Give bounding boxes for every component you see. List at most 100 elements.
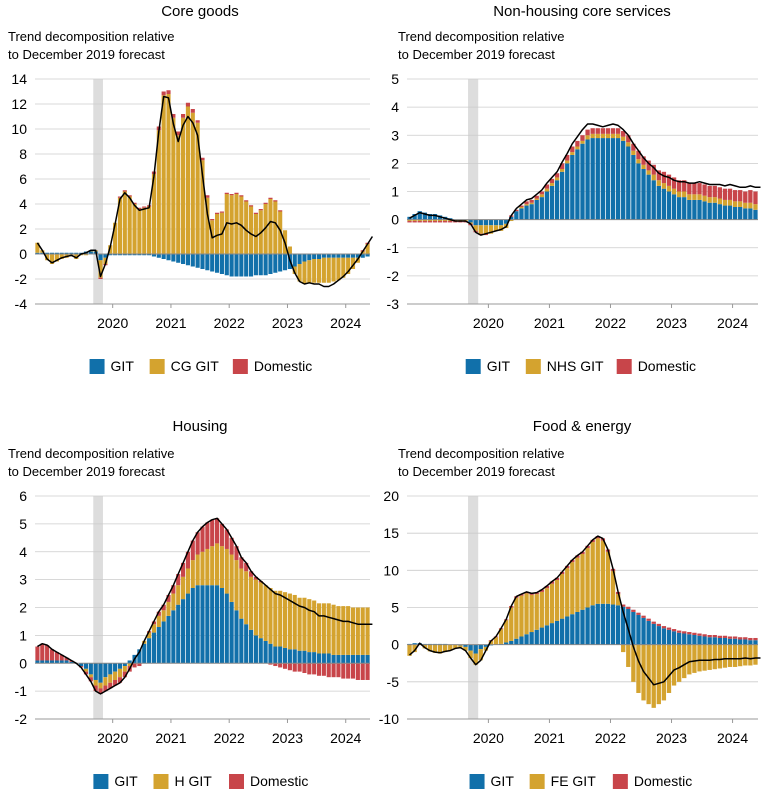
bar-segment-git <box>181 599 186 664</box>
bar-segment-git <box>748 208 753 220</box>
bar-segment-git <box>171 610 176 664</box>
bar-segment-nhs-git <box>432 219 438 222</box>
bar-segment-git <box>268 254 273 274</box>
bar-segment-nhs-git <box>707 197 712 203</box>
bar-segment-git <box>273 646 278 664</box>
bar-segment-cg-git <box>49 254 55 264</box>
axis-label-line: Trend decomposition relative <box>398 29 564 44</box>
bar-segment-domestic <box>666 174 672 186</box>
bar-segment-domestic <box>156 611 161 616</box>
bar-segment-git <box>321 254 326 258</box>
bar-segment-git <box>224 593 229 664</box>
bar-segment-fe-git <box>534 594 539 630</box>
bar-segment-git <box>210 254 215 272</box>
bar-segment-git <box>151 254 157 257</box>
bar-segment-git <box>176 254 181 263</box>
bar-segment-git <box>166 254 171 261</box>
bar-segment-git <box>610 138 616 220</box>
legend-label: Domestic <box>250 773 308 789</box>
bar-segment-domestic <box>117 677 123 683</box>
bar-segment-domestic <box>448 221 453 223</box>
bar-segment-git <box>687 634 692 645</box>
bar-segment-cg-git <box>331 257 336 282</box>
bar-segment-domestic <box>427 221 433 223</box>
bar-segment-domestic <box>195 532 200 555</box>
bar-segment-git <box>636 163 641 220</box>
legend-label: GIT <box>111 358 135 374</box>
bar-segment-domestic <box>127 195 132 197</box>
y-tick-label: -2 <box>387 268 400 284</box>
x-tick-label: 2020 <box>97 315 128 331</box>
bar-segment-domestic <box>45 645 50 661</box>
bar-segment-git <box>621 140 626 220</box>
bar-segment-fe-git <box>554 579 560 621</box>
bar-segment-cg-git <box>117 197 123 254</box>
bar-segment-git <box>595 138 600 220</box>
bar-segment-h-git <box>176 585 181 605</box>
bar-segment-git <box>412 643 417 645</box>
y-tick-label: -10 <box>379 711 399 727</box>
y-tick-label: -2 <box>15 711 28 727</box>
bar-segment-git <box>590 138 595 220</box>
bar-segment-domestic <box>437 221 443 223</box>
bar-segment-fe-git <box>666 644 672 693</box>
bar-segment-cg-git <box>83 254 89 256</box>
bar-segment-git <box>35 660 40 664</box>
bar-segment-git <box>292 254 297 267</box>
bar-segment-domestic <box>176 574 181 586</box>
bar-segment-git <box>147 638 152 664</box>
bar-segment-cg-git <box>132 204 137 254</box>
bar-segment-h-git <box>302 597 307 651</box>
bar-segment-domestic <box>312 663 317 675</box>
y-tick-label: 4 <box>391 99 399 115</box>
bar-segment-domestic <box>253 576 258 580</box>
bar-segment-git <box>321 653 326 664</box>
bar-segment-fe-git <box>732 644 738 667</box>
bar-segment-git <box>519 636 524 645</box>
bar-segment-git <box>282 647 288 664</box>
bar-segment-git <box>717 204 723 220</box>
bar-segment-domestic <box>595 128 600 134</box>
x-tick-label: 2022 <box>214 315 245 331</box>
bar-segment-domestic <box>666 627 672 630</box>
bar-segment-git <box>190 587 195 664</box>
bar-segment-cg-git <box>113 222 118 254</box>
bar-segment-nhs-git <box>687 194 692 200</box>
bar-segment-h-git <box>122 666 127 672</box>
bar-segment-git <box>717 637 723 645</box>
bar-segment-fe-git <box>473 653 478 665</box>
bar-segment-domestic <box>224 192 229 194</box>
bar-segment-git <box>122 663 127 667</box>
bar-segment-git <box>478 219 483 226</box>
bar-segment-nhs-git <box>565 160 570 164</box>
bar-segment-domestic <box>258 209 263 211</box>
bar-segment-domestic <box>692 183 697 195</box>
bar-segment-cg-git <box>127 196 132 254</box>
bar-segment-domestic <box>727 188 733 200</box>
bar-segment-nhs-git <box>509 219 514 222</box>
bar-segment-fe-git <box>656 644 661 705</box>
bar-segment-git <box>185 254 190 266</box>
y-tick-label: -2 <box>15 271 28 287</box>
bar-segment-domestic <box>432 221 438 223</box>
bar-segment-git <box>509 216 514 220</box>
x-tick-label: 2021 <box>534 730 565 746</box>
bar-segment-domestic <box>753 637 758 641</box>
bar-segment-domestic <box>595 536 600 539</box>
bar-segment-domestic <box>732 636 738 639</box>
bar-segment-fe-git <box>727 644 733 667</box>
bar-segment-domestic <box>88 677 93 682</box>
bar-segment-git <box>621 606 626 645</box>
bar-segment-git <box>64 252 69 254</box>
bar-segment-git <box>697 199 702 220</box>
x-tick-label: 2024 <box>330 315 361 331</box>
bar-segment-git <box>692 635 697 645</box>
bar-segment-domestic <box>64 657 69 661</box>
bar-segment-git <box>651 180 656 220</box>
bar-segment-domestic <box>210 219 215 221</box>
bar-segment-domestic <box>615 128 621 134</box>
bar-segment-git <box>79 663 84 667</box>
bar-segment-domestic <box>748 637 753 641</box>
y-tick-label: 2 <box>19 221 27 237</box>
bar-segment-cg-git <box>185 106 190 254</box>
